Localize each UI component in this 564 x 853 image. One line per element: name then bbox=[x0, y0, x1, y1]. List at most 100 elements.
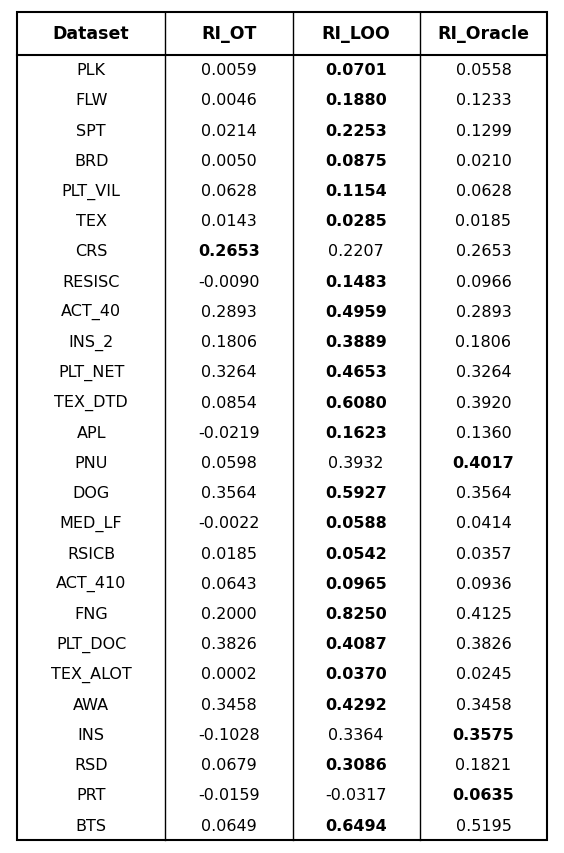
Text: 0.0542: 0.0542 bbox=[325, 546, 387, 561]
Text: 0.0214: 0.0214 bbox=[201, 124, 257, 138]
Text: INS_2: INS_2 bbox=[68, 334, 114, 351]
Text: RSD: RSD bbox=[74, 757, 108, 772]
Text: RI_OT: RI_OT bbox=[201, 25, 257, 44]
Text: 0.1299: 0.1299 bbox=[456, 124, 512, 138]
Text: 0.0875: 0.0875 bbox=[325, 154, 387, 169]
Text: 0.3458: 0.3458 bbox=[201, 697, 257, 712]
Text: PNU: PNU bbox=[74, 456, 108, 470]
Text: 0.3564: 0.3564 bbox=[456, 485, 512, 501]
Text: APL: APL bbox=[76, 426, 106, 440]
Text: 0.3264: 0.3264 bbox=[201, 365, 257, 380]
Text: 0.3920: 0.3920 bbox=[456, 395, 512, 410]
Text: 0.3264: 0.3264 bbox=[456, 365, 512, 380]
Text: -0.0090: -0.0090 bbox=[198, 275, 260, 289]
Text: RESISC: RESISC bbox=[63, 275, 120, 289]
Text: 0.2653: 0.2653 bbox=[198, 244, 260, 259]
Text: 0.1233: 0.1233 bbox=[456, 93, 512, 108]
Text: -0.0219: -0.0219 bbox=[198, 426, 260, 440]
Text: 0.0046: 0.0046 bbox=[201, 93, 257, 108]
Text: 0.3364: 0.3364 bbox=[328, 727, 384, 742]
Text: 0.6494: 0.6494 bbox=[325, 818, 387, 833]
Text: 0.4959: 0.4959 bbox=[325, 305, 387, 320]
Text: 0.0854: 0.0854 bbox=[201, 395, 257, 410]
Text: FLW: FLW bbox=[75, 93, 107, 108]
Text: MED_LF: MED_LF bbox=[60, 515, 122, 531]
Text: 0.0635: 0.0635 bbox=[452, 787, 514, 803]
Text: TEX_DTD: TEX_DTD bbox=[54, 394, 128, 410]
Text: 0.0185: 0.0185 bbox=[456, 214, 512, 229]
Text: RSICB: RSICB bbox=[67, 546, 115, 561]
Text: 0.3889: 0.3889 bbox=[325, 334, 387, 350]
Text: 0.0643: 0.0643 bbox=[201, 576, 257, 591]
Text: 0.0414: 0.0414 bbox=[456, 516, 512, 531]
Text: 0.1806: 0.1806 bbox=[201, 334, 257, 350]
Text: 0.4653: 0.4653 bbox=[325, 365, 387, 380]
Text: 0.3826: 0.3826 bbox=[201, 636, 257, 652]
Text: 0.3575: 0.3575 bbox=[452, 727, 514, 742]
Text: Dataset: Dataset bbox=[53, 25, 130, 44]
Text: SPT: SPT bbox=[76, 124, 106, 138]
Text: 0.1483: 0.1483 bbox=[325, 275, 387, 289]
Text: BRD: BRD bbox=[74, 154, 108, 169]
Text: 0.0185: 0.0185 bbox=[201, 546, 257, 561]
Text: 0.0357: 0.0357 bbox=[456, 546, 512, 561]
Text: 0.1360: 0.1360 bbox=[456, 426, 512, 440]
Text: 0.0598: 0.0598 bbox=[201, 456, 257, 470]
Text: AWA: AWA bbox=[73, 697, 109, 712]
Text: 0.1880: 0.1880 bbox=[325, 93, 387, 108]
Text: TEX: TEX bbox=[76, 214, 107, 229]
Text: 0.0628: 0.0628 bbox=[201, 183, 257, 199]
Text: RI_LOO: RI_LOO bbox=[322, 25, 391, 44]
Text: 0.0210: 0.0210 bbox=[456, 154, 512, 169]
Text: PLT_DOC: PLT_DOC bbox=[56, 636, 126, 652]
Text: 0.8250: 0.8250 bbox=[325, 606, 387, 621]
Text: 0.0558: 0.0558 bbox=[456, 63, 512, 78]
Text: RI_Oracle: RI_Oracle bbox=[438, 25, 530, 44]
Text: 0.6080: 0.6080 bbox=[325, 395, 387, 410]
Text: TEX_ALOT: TEX_ALOT bbox=[51, 666, 131, 682]
Text: 0.0588: 0.0588 bbox=[325, 516, 387, 531]
Text: PRT: PRT bbox=[76, 787, 106, 803]
Text: -0.0317: -0.0317 bbox=[325, 787, 387, 803]
Text: 0.2653: 0.2653 bbox=[456, 244, 512, 259]
Text: BTS: BTS bbox=[76, 818, 107, 833]
Text: 0.3458: 0.3458 bbox=[456, 697, 512, 712]
Text: 0.4087: 0.4087 bbox=[325, 636, 387, 652]
Text: 0.0701: 0.0701 bbox=[325, 63, 387, 78]
Text: 0.2000: 0.2000 bbox=[201, 606, 257, 621]
Text: 0.0050: 0.0050 bbox=[201, 154, 257, 169]
Text: 0.1821: 0.1821 bbox=[455, 757, 512, 772]
Text: 0.0002: 0.0002 bbox=[201, 667, 257, 682]
Text: 0.1806: 0.1806 bbox=[456, 334, 512, 350]
Text: 0.2893: 0.2893 bbox=[456, 305, 512, 320]
Text: 0.4125: 0.4125 bbox=[456, 606, 512, 621]
Text: FNG: FNG bbox=[74, 606, 108, 621]
Text: CRS: CRS bbox=[75, 244, 107, 259]
Text: 0.5927: 0.5927 bbox=[325, 485, 387, 501]
Text: -0.0159: -0.0159 bbox=[198, 787, 260, 803]
Text: ACT_40: ACT_40 bbox=[61, 304, 121, 320]
Text: 0.3826: 0.3826 bbox=[456, 636, 512, 652]
Text: 0.3086: 0.3086 bbox=[325, 757, 387, 772]
Text: PLT_VIL: PLT_VIL bbox=[61, 183, 121, 200]
Text: PLK: PLK bbox=[77, 63, 105, 78]
Text: 0.0966: 0.0966 bbox=[456, 275, 512, 289]
Text: 0.0245: 0.0245 bbox=[456, 667, 512, 682]
Text: 0.0285: 0.0285 bbox=[325, 214, 387, 229]
Text: 0.2253: 0.2253 bbox=[325, 124, 387, 138]
Text: 0.3564: 0.3564 bbox=[201, 485, 257, 501]
Text: 0.1623: 0.1623 bbox=[325, 426, 387, 440]
Text: PLT_NET: PLT_NET bbox=[58, 364, 124, 380]
Text: 0.0965: 0.0965 bbox=[325, 576, 387, 591]
Text: 0.3932: 0.3932 bbox=[328, 456, 384, 470]
Text: 0.5195: 0.5195 bbox=[456, 818, 512, 833]
Text: 0.2893: 0.2893 bbox=[201, 305, 257, 320]
Text: 0.2207: 0.2207 bbox=[328, 244, 384, 259]
Text: 0.0143: 0.0143 bbox=[201, 214, 257, 229]
Text: ACT_410: ACT_410 bbox=[56, 576, 126, 592]
Text: -0.1028: -0.1028 bbox=[198, 727, 260, 742]
Text: 0.0649: 0.0649 bbox=[201, 818, 257, 833]
Text: 0.0370: 0.0370 bbox=[325, 667, 387, 682]
Text: 0.0059: 0.0059 bbox=[201, 63, 257, 78]
Text: 0.4017: 0.4017 bbox=[452, 456, 514, 470]
